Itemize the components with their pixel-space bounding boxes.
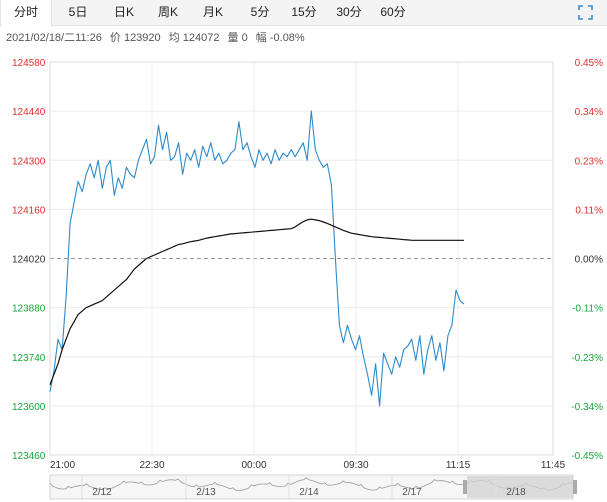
x-tick-label: 11:45 [541, 460, 566, 471]
intraday-chart[interactable]: 124580 0.45% 124440 0.34% 124300 0.23% 124160 0… [0, 48, 607, 502]
x-tick-label: 21:00 [50, 460, 75, 471]
navigator-date-label: 2/18 [506, 487, 526, 498]
quote-price: 价 123920 [109, 32, 161, 44]
navigator-date-label: 2/17 [402, 487, 422, 498]
fullscreen-icon[interactable] [578, 5, 593, 20]
pct-tick-label: 0.34% [575, 107, 603, 118]
navigator-left-handle [463, 480, 467, 494]
average-price-line [49, 218, 464, 386]
quote-infobar: 2021/02/18/二11:26 价 123920 均 124072 量 0 … [6, 29, 310, 45]
x-tick-label: 11:15 [446, 460, 471, 471]
quote-change: 幅 -0.08% [255, 32, 305, 44]
period-tabbar: 分时 5日 日K 周K 月K 5分 15分 30分 60分 [0, 0, 607, 27]
tab-5min[interactable]: 5分 [250, 5, 270, 19]
quote-average: 均 124072 [168, 32, 220, 44]
pct-tick-label: -0.23% [571, 353, 603, 364]
y-tick-label: 123460 [12, 451, 46, 462]
price-line [49, 110, 465, 407]
pct-tick-label: 0.00% [575, 255, 603, 266]
tab-weekly-k[interactable]: 周K [157, 5, 178, 19]
pct-tick-label: -0.45% [571, 451, 603, 462]
pct-tick-label: 0.23% [575, 156, 603, 167]
navigator-selection [467, 476, 573, 498]
x-tick-label: 22:30 [139, 460, 164, 471]
quote-volume: 量 0 [227, 32, 248, 44]
pct-tick-label: 0.11% [575, 205, 603, 216]
y-tick-label: 124440 [12, 107, 46, 118]
navigator-date-label: 2/12 [92, 487, 112, 498]
tab-intraday[interactable]: 分时 [0, 0, 52, 27]
pct-tick-label: -0.11% [572, 304, 603, 315]
y-tick-label: 123600 [12, 402, 46, 413]
tab-15min[interactable]: 15分 [291, 5, 317, 19]
pct-tick-label: 0.45% [575, 58, 603, 69]
tab-30min[interactable]: 30分 [336, 5, 362, 19]
tab-daily-k[interactable]: 日K [113, 5, 134, 19]
y-tick-label: 124580 [12, 58, 46, 69]
quote-datetime: 2021/02/18/二11:26 [6, 32, 102, 44]
x-tick-label: 09:30 [343, 460, 368, 471]
tab-60min[interactable]: 60分 [380, 5, 406, 19]
y-tick-label: 124300 [12, 156, 46, 167]
pct-tick-label: -0.34% [571, 402, 603, 413]
y-tick-label: 123880 [12, 304, 46, 315]
y-tick-label: 123740 [12, 353, 46, 364]
plot-frame [49, 61, 554, 456]
navigator-date-label: 2/13 [196, 487, 216, 498]
y-tick-label: 124160 [12, 205, 46, 216]
tab-5day[interactable]: 5日 [68, 5, 88, 19]
x-tick-label: 00:00 [241, 460, 266, 471]
navigator-right-handle [573, 480, 577, 494]
navigator-date-label: 2/14 [299, 487, 319, 498]
y-tick-label: 124020 [12, 255, 46, 266]
tab-monthly-k[interactable]: 月K [202, 5, 223, 19]
